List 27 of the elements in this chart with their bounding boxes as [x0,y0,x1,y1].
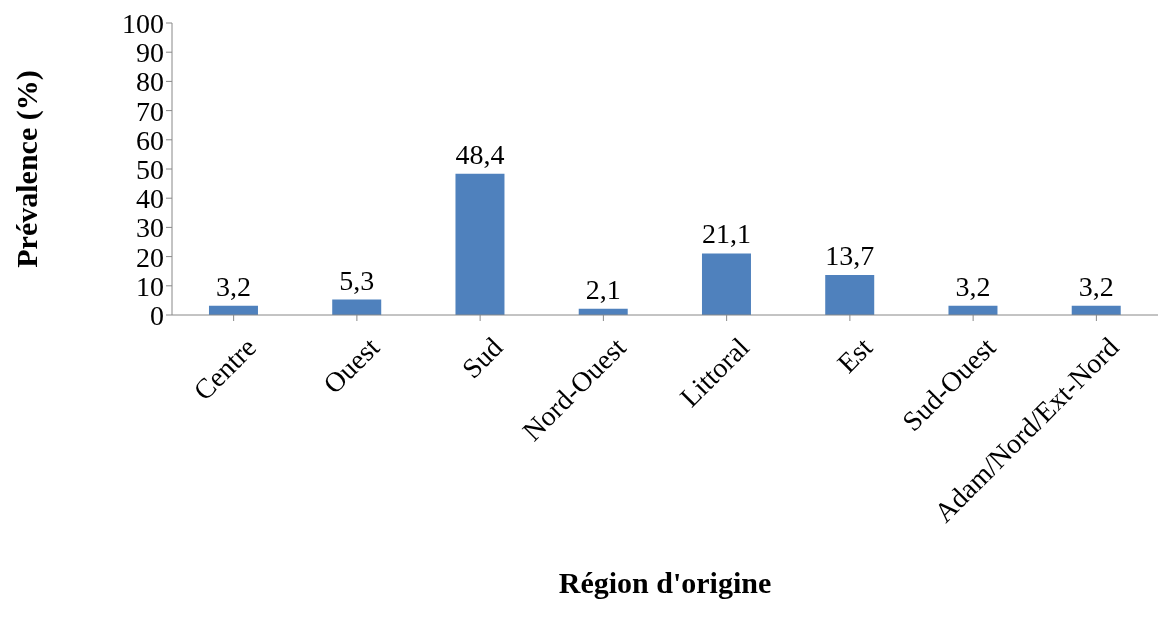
y-tick-label: 10 [136,270,164,302]
x-tick-label: Est [831,331,879,379]
x-tick-label: Sud [455,331,509,385]
y-tick-label: 20 [136,241,164,273]
data-label: 48,4 [455,138,505,170]
y-tick-label: 30 [136,212,164,244]
data-label: 3,2 [1078,270,1114,302]
x-axis-title: Région d'origine [558,566,772,599]
y-axis-title: Prévalence (%) [9,70,44,268]
y-tick-label: 80 [136,66,164,98]
data-label: 13,7 [825,240,875,271]
y-tick-label: 60 [136,124,164,156]
bar [455,173,505,315]
y-tick-label: 50 [136,153,164,185]
y-tick-label: 100 [122,7,164,39]
y-tick-label: 90 [136,37,164,69]
y-tick-label: 40 [136,183,164,215]
bar [332,299,382,315]
y-tick-label: 70 [136,95,164,127]
y-tick-label: 0 [150,299,164,331]
data-label: 3,2 [215,270,251,302]
data-label: 3,2 [955,270,991,302]
data-label: 5,3 [339,264,375,296]
bar [701,253,751,315]
data-label: 2,1 [585,273,621,305]
bar [825,275,875,315]
data-label: 21,1 [701,218,751,250]
